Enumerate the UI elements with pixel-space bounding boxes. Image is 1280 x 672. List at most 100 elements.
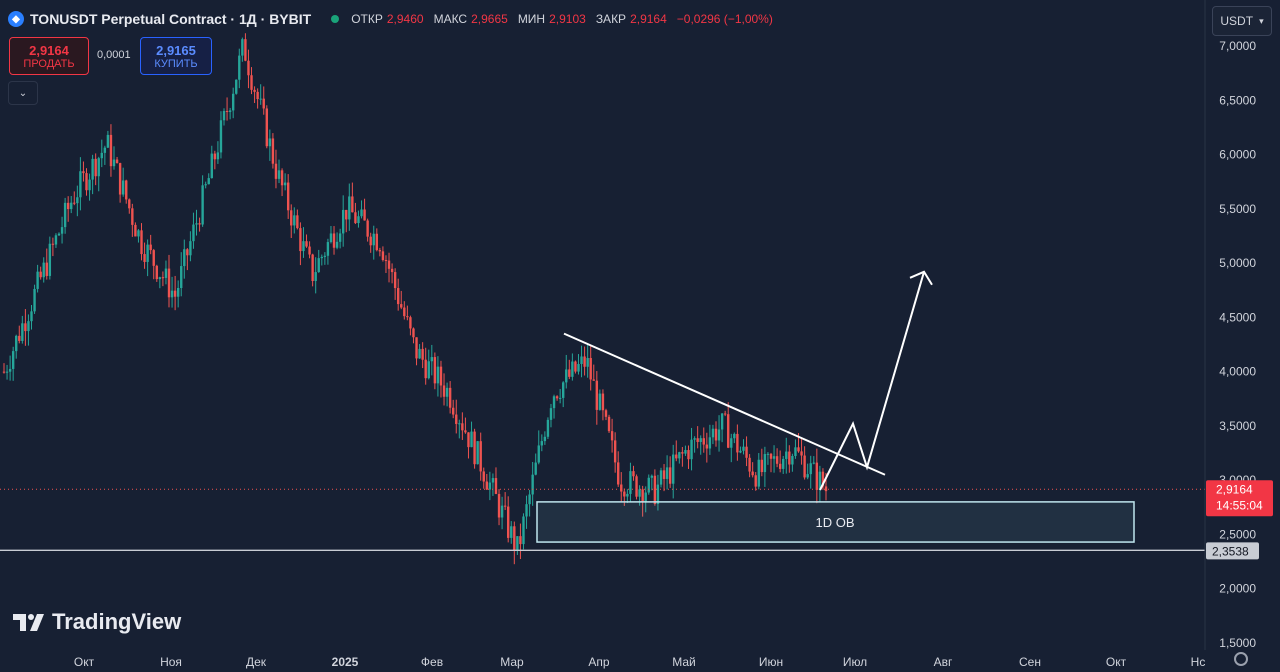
candle-body [225, 111, 229, 113]
candle-body [690, 439, 693, 460]
candle-body [491, 478, 495, 483]
candle-body [653, 475, 657, 504]
candle-body [366, 220, 369, 237]
y-tick-label: 4,0000 [1219, 365, 1256, 379]
candle-body [592, 379, 595, 381]
candle-body [158, 277, 162, 280]
candle-body [681, 452, 684, 454]
tradingview-logo-icon [13, 614, 44, 631]
candle-body [745, 446, 748, 458]
x-tick-label: Ноя [160, 655, 182, 669]
candle-body [201, 185, 204, 225]
candle-body [461, 423, 464, 431]
candle-body [30, 311, 33, 322]
candle-body [739, 450, 742, 453]
candle-body [513, 526, 516, 551]
candle-body [467, 432, 470, 448]
candle-body [824, 486, 828, 492]
candle-body [70, 202, 73, 210]
time-axis: Окт Ноя Дек 2025 Фев Мар Апр Май Июн Июл Авг Сен Окт… [74, 655, 1205, 669]
candle-body [11, 351, 15, 369]
candle-body [445, 387, 449, 397]
candle-body [128, 199, 131, 209]
candle-body [757, 459, 760, 487]
candle-body [485, 481, 489, 490]
candle-body [684, 450, 687, 454]
x-tick-label: Окт [1106, 655, 1127, 669]
sell-button[interactable]: 2,9164 ПРОДАТЬ [9, 37, 89, 75]
candle-body [672, 454, 675, 484]
x-tick-label: 2025 [332, 655, 359, 669]
candle-body [558, 397, 562, 399]
candle-body [693, 438, 696, 440]
candle-body [577, 364, 580, 372]
candle-body [736, 433, 739, 453]
candle-body [760, 459, 764, 473]
candle-body [152, 250, 155, 266]
candle-body [675, 454, 678, 459]
candle-body [271, 138, 275, 164]
candle-body [27, 321, 30, 332]
candle-body [714, 428, 718, 441]
currency-label: USDT [1220, 14, 1254, 28]
candle-body [103, 147, 107, 153]
candle-body [91, 158, 94, 180]
candle-body [470, 431, 473, 448]
candle-body [403, 307, 406, 317]
x-tick-label: Фев [421, 655, 443, 669]
candle-body [821, 471, 825, 487]
buy-price: 2,9165 [156, 42, 196, 58]
market-status-icon [331, 15, 340, 23]
candle-body [296, 215, 299, 229]
candle-body [183, 249, 186, 267]
candle-body [531, 474, 534, 495]
candle-body [8, 368, 12, 372]
candle-body [305, 241, 308, 247]
candle-body [372, 233, 375, 246]
candle-body [338, 233, 342, 242]
candle-body [635, 476, 638, 497]
candle-body [235, 79, 238, 94]
candle-body [15, 335, 18, 352]
candle-body [393, 272, 397, 289]
candle-body [140, 230, 143, 255]
collapse-chevron-icon[interactable]: ⌄ [8, 81, 38, 105]
candle-body [742, 446, 745, 451]
candle-body [219, 120, 223, 153]
candle-body [778, 463, 782, 469]
buy-button[interactable]: 2,9165 КУПИТЬ [140, 37, 212, 75]
high-value: 2,9665 [471, 12, 508, 26]
candle-body [610, 431, 614, 441]
trendline [563, 332, 886, 476]
candle-body [583, 356, 586, 367]
candle-body [525, 504, 528, 517]
candle-body [708, 437, 712, 449]
candle-body [137, 230, 140, 237]
candle-body [455, 414, 458, 424]
currency-select[interactable]: USDT ▾ [1212, 6, 1272, 36]
candle-body [204, 184, 207, 186]
candle-body [253, 89, 256, 92]
candle-body [176, 288, 180, 297]
candle-body [644, 492, 647, 503]
candle-body [782, 458, 785, 469]
candle-body [794, 447, 797, 456]
candle-body [439, 366, 443, 386]
candle-body [803, 455, 806, 478]
candle-body [791, 455, 794, 465]
candle-body [748, 457, 751, 472]
sell-price: 2,9164 [29, 42, 69, 58]
candle-body [33, 288, 36, 312]
symbol-title[interactable]: TONUSDT Perpetual Contract · 1Д · BYBIT [30, 11, 312, 27]
close-label: ЗАКР [595, 12, 627, 26]
candle-body [507, 506, 510, 538]
candle-body [238, 55, 241, 80]
candle-body [48, 243, 52, 276]
candle-body [118, 163, 122, 195]
settings-gear-icon[interactable] [1234, 652, 1248, 666]
candle-body [678, 452, 681, 459]
y-tick-label: 3,5000 [1219, 419, 1256, 433]
tradingview-logo[interactable]: TradingView [12, 609, 181, 635]
candle-body [299, 228, 302, 252]
